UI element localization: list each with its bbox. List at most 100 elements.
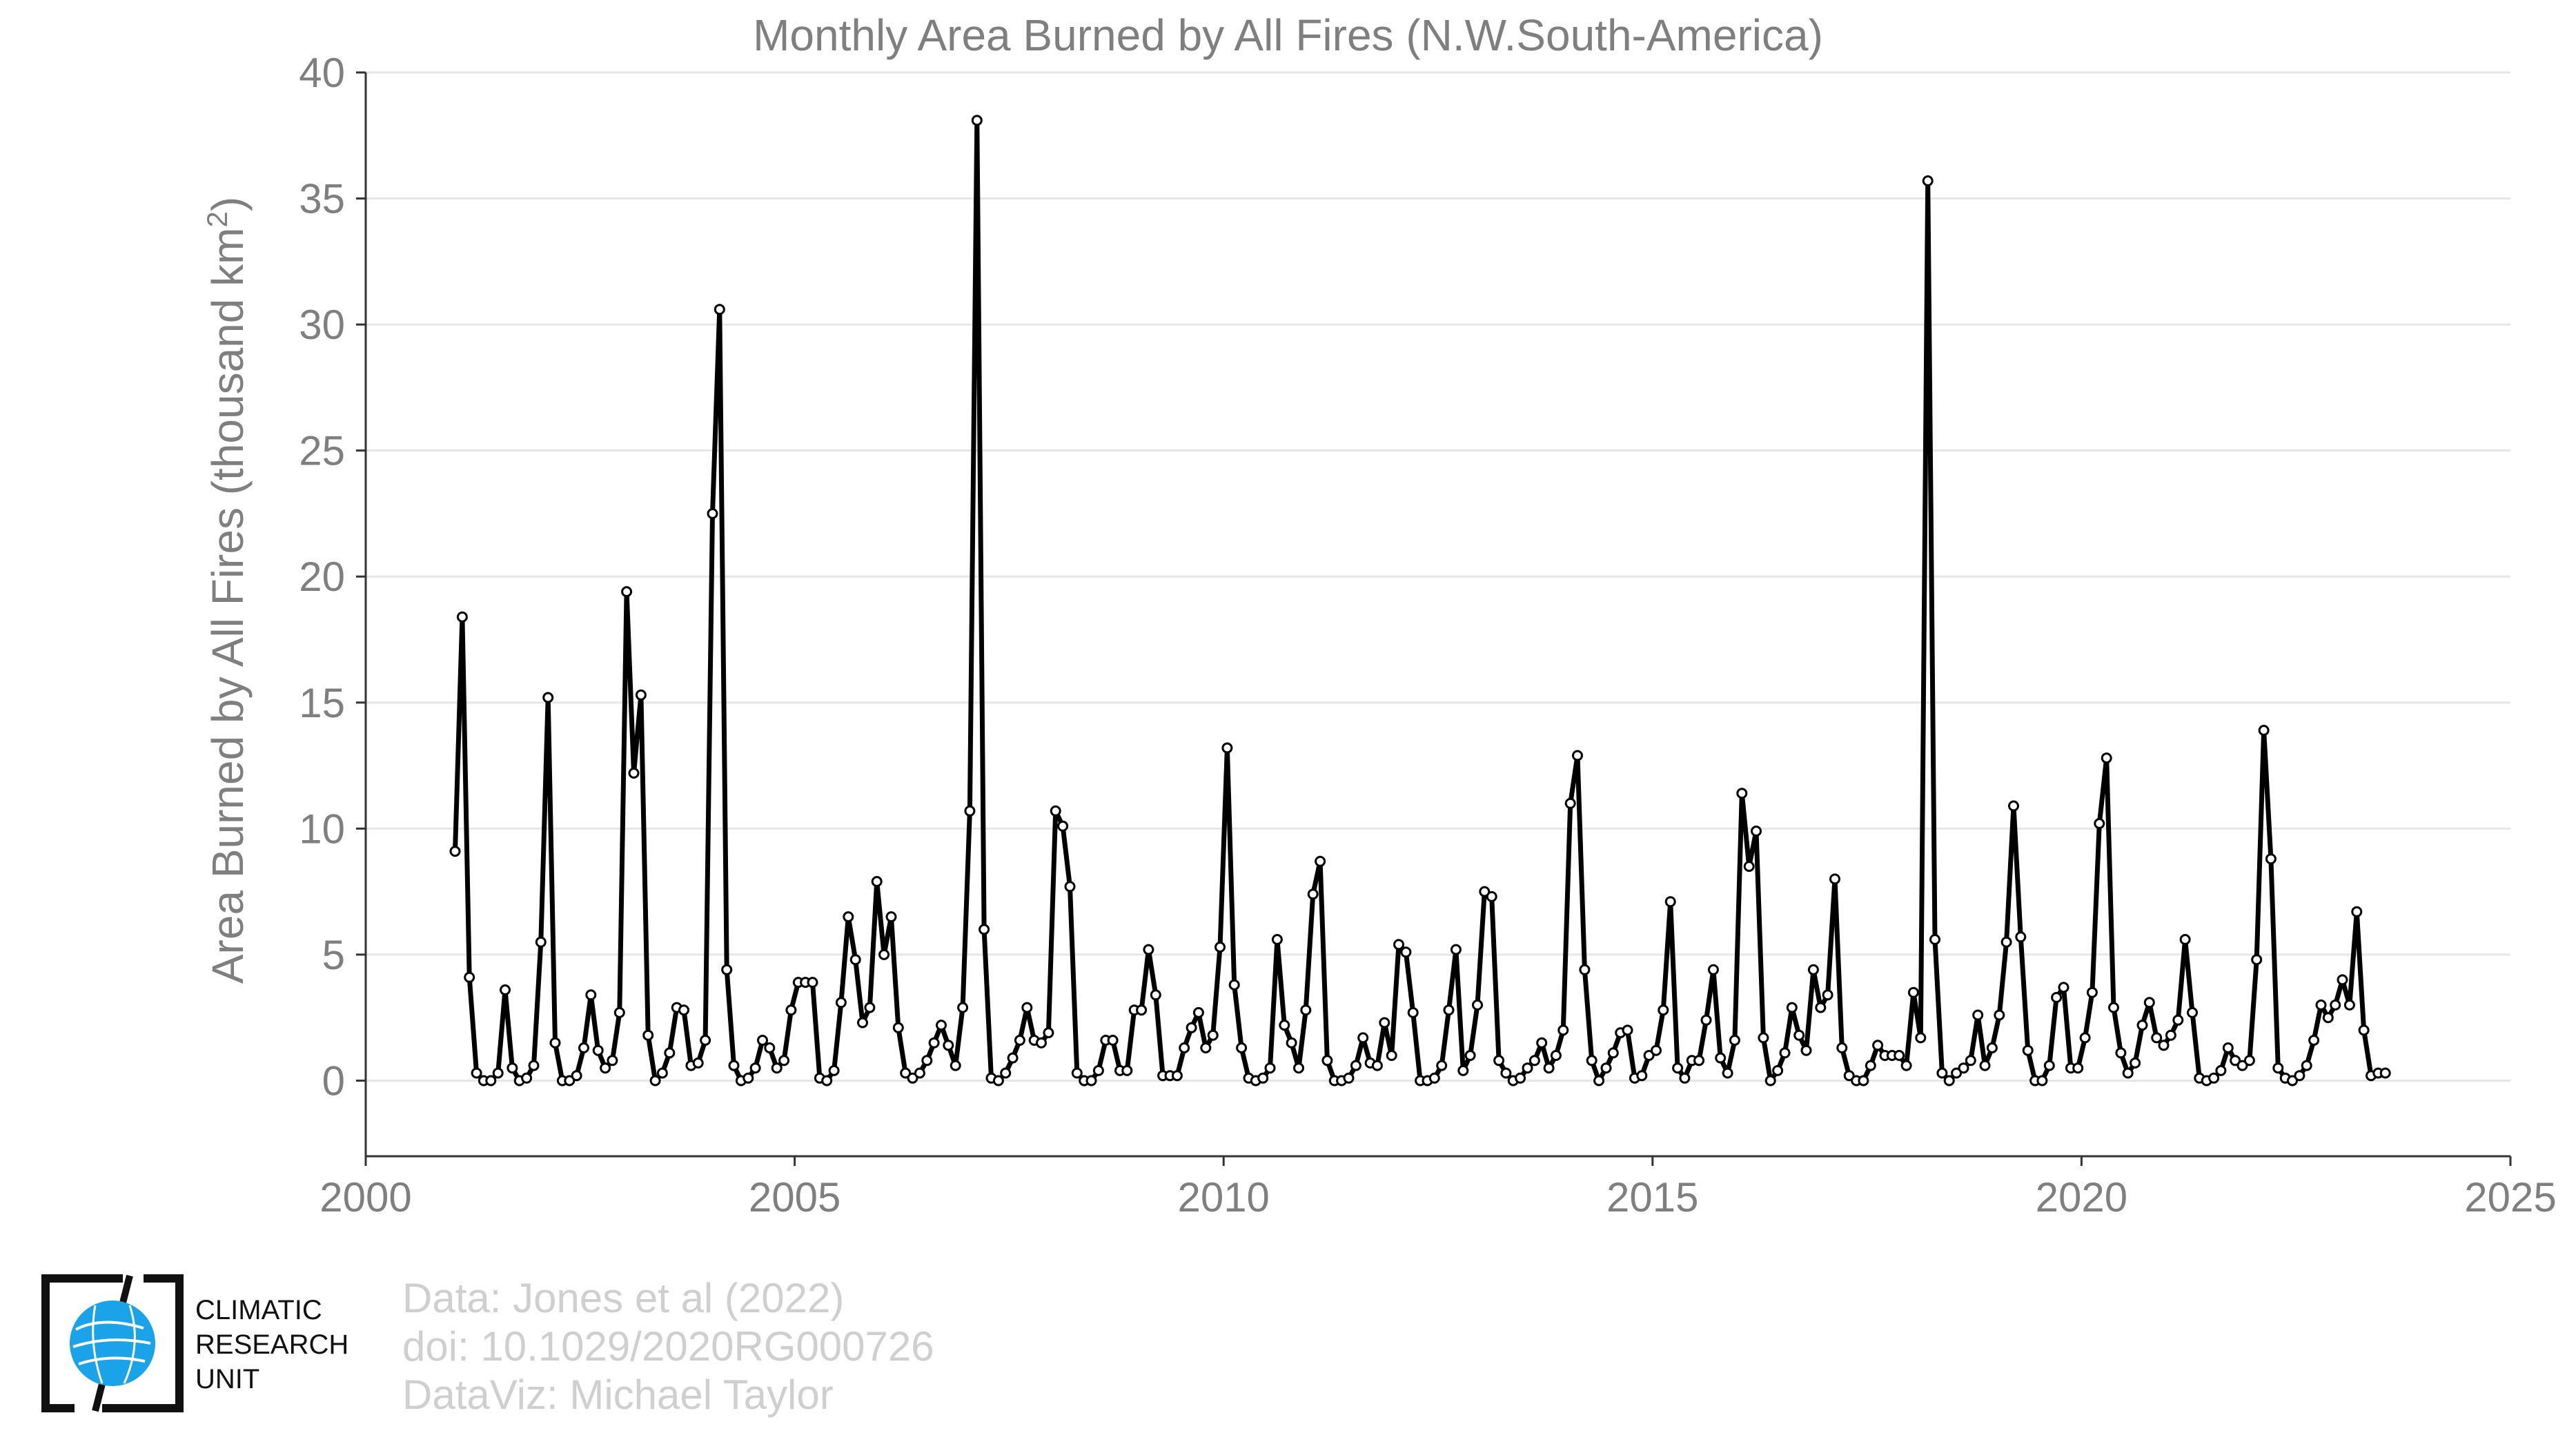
data-point bbox=[1436, 1060, 1448, 1071]
data-point bbox=[2079, 1032, 2091, 1044]
data-point bbox=[957, 1002, 969, 1013]
data-point bbox=[1736, 788, 1748, 799]
data-point bbox=[1343, 1072, 1355, 1084]
data-point bbox=[1793, 1029, 1805, 1041]
data-point bbox=[571, 1070, 582, 1082]
data-point bbox=[757, 1035, 768, 1046]
data-point bbox=[2343, 999, 2355, 1011]
data-point bbox=[456, 611, 468, 623]
data-point bbox=[2008, 800, 2019, 812]
data-point bbox=[1979, 1060, 1991, 1071]
data-point bbox=[1021, 1002, 1033, 1013]
data-point bbox=[2108, 1002, 2119, 1013]
data-point bbox=[1357, 1032, 1369, 1044]
data-point bbox=[1522, 1062, 1533, 1074]
data-point bbox=[1550, 1050, 1562, 1061]
data-point bbox=[1651, 1044, 1662, 1056]
data-point bbox=[1822, 989, 1833, 1001]
data-point bbox=[2165, 1029, 2176, 1041]
data-markers bbox=[449, 115, 2391, 1087]
data-point bbox=[2322, 1012, 2334, 1024]
data-point bbox=[1815, 1002, 1827, 1013]
footer-doi: doi: 10.1029/2020RG000726 bbox=[402, 1323, 934, 1370]
data-point bbox=[449, 846, 461, 857]
data-point bbox=[1150, 989, 1161, 1001]
data-point bbox=[778, 1055, 790, 1067]
data-point bbox=[1865, 1060, 1876, 1071]
data-point bbox=[664, 1047, 676, 1059]
data-point bbox=[1658, 1004, 1669, 1016]
data-point bbox=[950, 1060, 961, 1071]
data-point bbox=[2158, 1040, 2170, 1051]
data-point bbox=[1872, 1040, 1884, 1051]
data-point bbox=[621, 586, 633, 598]
y-tick-label: 25 bbox=[299, 428, 345, 474]
y-tick-label: 20 bbox=[299, 554, 345, 600]
data-point bbox=[2301, 1060, 2312, 1071]
data-point bbox=[1371, 1060, 1383, 1071]
y-tick-label: 40 bbox=[299, 50, 345, 96]
data-point bbox=[549, 1037, 561, 1049]
data-point bbox=[471, 1067, 482, 1079]
data-point bbox=[1407, 1006, 1419, 1018]
data-point bbox=[1929, 934, 1940, 945]
data-point bbox=[700, 1035, 711, 1046]
data-point bbox=[1393, 939, 1404, 951]
data-point bbox=[2287, 1075, 2298, 1087]
footer-data-source: Data: Jones et al (2022) bbox=[402, 1275, 845, 1321]
data-point bbox=[821, 1075, 833, 1087]
data-point bbox=[721, 964, 733, 975]
data-point bbox=[943, 1040, 954, 1051]
data-point bbox=[1994, 1009, 2005, 1021]
data-point bbox=[835, 997, 847, 1009]
y-axis-label: Area Burned by All Fires (thousand km2) bbox=[201, 197, 253, 984]
data-point bbox=[1186, 1022, 1197, 1033]
grid-lines bbox=[366, 71, 2510, 1082]
x-tick-label: 2000 bbox=[319, 1174, 411, 1220]
data-point bbox=[2337, 974, 2348, 986]
data-point bbox=[743, 1072, 754, 1084]
y-tick-label: 0 bbox=[322, 1058, 345, 1104]
data-point bbox=[485, 1075, 497, 1087]
data-point bbox=[1271, 934, 1283, 945]
data-point bbox=[1071, 1067, 1083, 1079]
data-point bbox=[971, 115, 983, 126]
data-point bbox=[1007, 1052, 1019, 1064]
data-point bbox=[1264, 1062, 1276, 1074]
data-point bbox=[807, 977, 818, 989]
data-point bbox=[1579, 964, 1591, 975]
data-point bbox=[1293, 1062, 1304, 1074]
data-point bbox=[1764, 1075, 1776, 1087]
data-point bbox=[528, 1060, 540, 1071]
data-point bbox=[1486, 890, 1497, 902]
data-point bbox=[771, 1062, 783, 1074]
data-point bbox=[928, 1037, 940, 1049]
data-point bbox=[592, 1044, 604, 1056]
data-point bbox=[2308, 1035, 2320, 1046]
data-point bbox=[1121, 1064, 1133, 1076]
data-point bbox=[707, 508, 718, 519]
data-point bbox=[1829, 873, 1840, 885]
data-point bbox=[692, 1057, 704, 1069]
data-point bbox=[936, 1020, 947, 1031]
footer-dataviz: DataViz: Michael Taylor bbox=[402, 1372, 834, 1418]
data-point bbox=[1279, 1020, 1290, 1031]
data-point bbox=[1943, 1075, 1955, 1087]
data-point bbox=[2058, 982, 2069, 993]
data-point bbox=[1543, 1062, 1555, 1074]
data-point bbox=[2130, 1057, 2141, 1069]
data-point bbox=[1179, 1042, 1190, 1053]
data-point bbox=[521, 1072, 533, 1084]
data-point bbox=[1965, 1055, 1976, 1067]
data-point bbox=[1722, 1067, 1733, 1079]
data-point bbox=[600, 1062, 611, 1074]
data-point bbox=[1192, 1006, 1204, 1018]
data-point bbox=[907, 1072, 918, 1084]
data-point bbox=[1843, 1070, 1855, 1082]
data-point bbox=[542, 692, 554, 703]
data-point bbox=[535, 936, 547, 948]
y-tick-label: 10 bbox=[299, 806, 345, 852]
data-point bbox=[728, 1060, 740, 1071]
data-point bbox=[1228, 979, 1240, 991]
